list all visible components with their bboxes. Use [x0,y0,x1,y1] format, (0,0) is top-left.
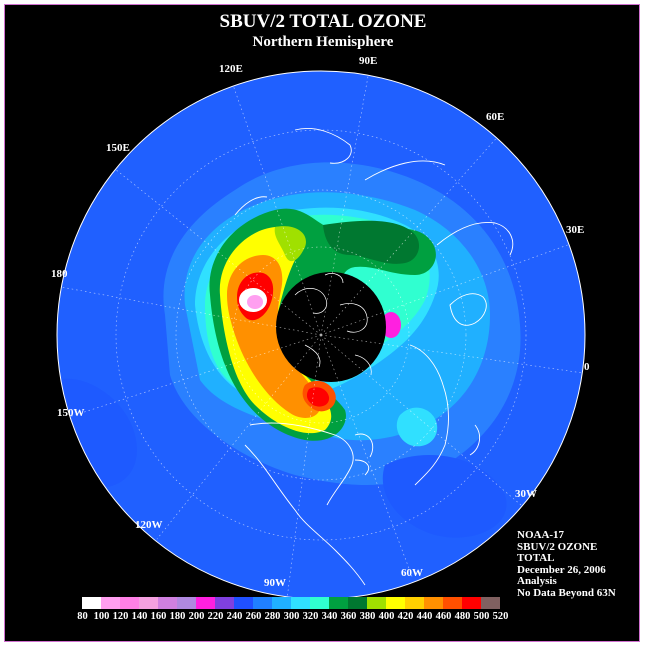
lon-label-120w: 120W [135,519,163,531]
color-swatch [405,597,424,609]
color-swatch [291,597,310,609]
color-scale-tick-label: 460 [435,611,452,622]
color-swatch [82,597,101,609]
no-data-polar-cap [276,272,386,382]
info-block: NOAA-17 SBUV/2 OZONE TOTAL December 26, … [517,529,616,599]
color-swatch [253,597,272,609]
color-scale-tick-label: 440 [416,611,433,622]
coastlines [234,128,514,586]
latitude-circles [115,129,527,541]
info-satellite: NOAA-17 [517,529,565,541]
lon-label-150e: 150E [106,142,130,154]
color-scale-ticks: 80 100 120 140 160 180 200 220 240 260 280 300 320 34… [73,610,510,624]
color-scale-tick-label: 160 [150,611,167,622]
color-swatch [348,597,367,609]
meridian-lines [60,71,584,599]
lon-label-180: 180 [51,268,68,280]
color-scale-tick-label: 380 [359,611,376,622]
color-swatch [481,597,500,609]
color-scale-tick-label: 80 [77,611,88,622]
lon-label-90w: 90W [264,577,286,589]
color-swatch [310,597,329,609]
ozone-peak-pink [247,295,263,309]
color-scale-tick-label: 340 [321,611,338,622]
info-type: Analysis [517,575,557,587]
map-title: SBUV/2 TOTAL OZONE [219,11,427,32]
color-scale-tick-label: 420 [397,611,414,622]
color-scale-tick-label: 260 [245,611,262,622]
lon-label-90e: 90E [359,55,378,67]
color-scale-tick-label: 500 [473,611,490,622]
color-swatch [215,597,234,609]
color-swatch [139,597,158,609]
info-instrument: SBUV/2 OZONE [517,540,598,553]
color-scale-tick-label: 280 [264,611,281,622]
color-scale-tick-label: 520 [492,611,509,622]
lon-label-30e: 30E [566,224,585,236]
info-date: December 26, 2006 [517,563,606,576]
ozone-polar-map [56,70,586,600]
color-swatch [443,597,462,609]
lon-label-60w: 60W [401,567,423,579]
color-scale-tick-label: 400 [378,611,395,622]
lon-label-150w: 150W [57,407,85,419]
color-scale-tick-label: 180 [169,611,186,622]
color-scale-tick-label: 200 [188,611,205,622]
color-swatch [329,597,348,609]
color-swatch [234,597,253,609]
color-swatch [272,597,291,609]
ozone-low-magenta [381,312,401,338]
color-scale-tick-label: 360 [340,611,357,622]
map-subtitle: Northern Hemisphere [252,34,394,50]
map-frame: SBUV/2 TOTAL OZONE Northern Hemisphere 9… [4,4,640,642]
color-scale-tick-label: 220 [207,611,224,622]
ozone-contour-320-east [396,407,438,447]
ozone-contour-380 [274,226,306,262]
color-swatch [158,597,177,609]
color-scale-tick-label: 240 [226,611,243,622]
color-scale-tick-label: 140 [131,611,148,622]
lon-label-30w: 30W [515,488,537,500]
lon-label-60e: 60E [486,111,505,123]
color-scale-tick-label: 300 [283,611,300,622]
color-swatch [196,597,215,609]
ozone-contour-360 [323,220,420,264]
lon-label-0: 0 [584,361,590,373]
color-scale-tick-label: 320 [302,611,319,622]
info-quantity: TOTAL [517,552,555,564]
ozone-contour-240-atlantic [382,455,507,538]
color-scale-tick-label: 480 [454,611,471,622]
color-swatch [424,597,443,609]
color-swatch [367,597,386,609]
info-note: No Data Beyond 63N [517,586,616,599]
color-swatch [120,597,139,609]
lon-label-120e: 120E [219,63,243,75]
color-scale-tick-label: 120 [112,611,129,622]
color-swatch [386,597,405,609]
color-scale-tick-label: 100 [93,611,110,622]
ozone-contour-480-south [306,387,330,407]
polar-coastlines [294,273,372,376]
color-swatch [101,597,120,609]
color-swatch [177,597,196,609]
color-scale-bar [82,597,500,609]
color-swatch [462,597,481,609]
